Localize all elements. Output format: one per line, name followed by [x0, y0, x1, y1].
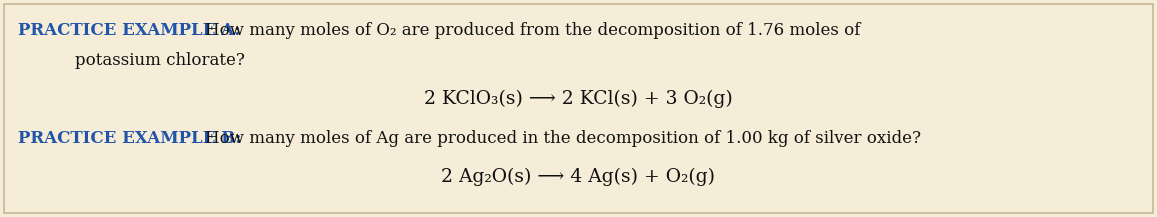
- Text: 2 Ag₂O(s) ⟶ 4 Ag(s) + O₂(g): 2 Ag₂O(s) ⟶ 4 Ag(s) + O₂(g): [441, 168, 715, 186]
- FancyBboxPatch shape: [3, 4, 1154, 213]
- Text: How many moles of Ag are produced in the decomposition of 1.00 kg of silver oxid: How many moles of Ag are produced in the…: [205, 130, 921, 147]
- Text: How many moles of O₂ are produced from the decomposition of 1.76 moles of: How many moles of O₂ are produced from t…: [205, 22, 861, 39]
- Text: PRACTICE EXAMPLE A:: PRACTICE EXAMPLE A:: [19, 22, 241, 39]
- Text: potassium chlorate?: potassium chlorate?: [75, 52, 245, 69]
- Text: 2 KClO₃(s) ⟶ 2 KCl(s) + 3 O₂(g): 2 KClO₃(s) ⟶ 2 KCl(s) + 3 O₂(g): [423, 90, 732, 108]
- Text: PRACTICE EXAMPLE B:: PRACTICE EXAMPLE B:: [19, 130, 242, 147]
